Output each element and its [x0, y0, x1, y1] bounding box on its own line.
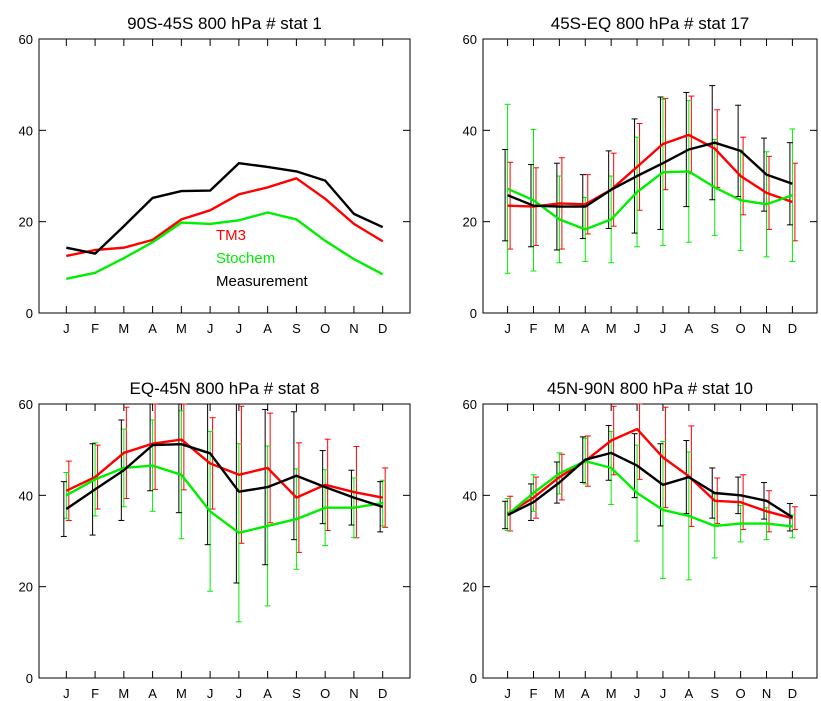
- x-tick-label: O: [320, 321, 330, 336]
- x-tick-label: D: [378, 686, 387, 701]
- y-tick-label: 40: [19, 123, 33, 138]
- series-line-stochem: [506, 459, 793, 528]
- x-tick-label: M: [176, 686, 187, 701]
- x-tick-label: M: [118, 686, 129, 701]
- y-tick-label: 0: [470, 306, 477, 321]
- x-tick-label: S: [710, 321, 719, 336]
- y-tick-label: 0: [26, 306, 33, 321]
- x-tick-label: S: [292, 321, 301, 336]
- series-line-stochem: [507, 170, 793, 231]
- y-tick-label: 60: [19, 397, 33, 412]
- chart-title: 45N-90N 800 hPa # stat 10: [547, 379, 753, 398]
- x-tick-label: O: [320, 686, 330, 701]
- series-line-measurement: [65, 443, 384, 510]
- x-tick-label: M: [554, 321, 565, 336]
- chart-panel-3: EQ-45N 800 hPa # stat 8 0 20 40 60 J F M A M J J A S O…: [19, 379, 411, 701]
- plot-frame: [38, 403, 411, 679]
- series-line-measurement: [66, 161, 384, 255]
- y-tick-label: 20: [19, 215, 33, 230]
- x-tick-label: J: [634, 686, 641, 701]
- series-line-tm3: [66, 177, 384, 258]
- y-tick-label: 40: [463, 488, 477, 503]
- x-tick-label: M: [176, 321, 187, 336]
- series-line-tm3: [506, 427, 793, 520]
- x-tick-label: N: [762, 686, 771, 701]
- plot-frame: [38, 38, 411, 314]
- x-tick-label: N: [762, 321, 771, 336]
- x-tick-label: A: [148, 686, 157, 701]
- x-tick-label: M: [606, 321, 617, 336]
- series-line-stochem: [65, 464, 383, 534]
- x-tick-label: A: [263, 321, 272, 336]
- chart-title: 90S-45S 800 hPa # stat 1: [127, 14, 322, 33]
- chart-title: EQ-45N 800 hPa # stat 8: [130, 379, 320, 398]
- y-tick-label: 20: [19, 580, 33, 595]
- x-tick-label: S: [710, 686, 719, 701]
- chart-panel-1: 90S-45S 800 hPa # stat 1 0 20 40 60 J F M A M J J A S…: [19, 14, 411, 336]
- y-tick-label: 20: [463, 580, 477, 595]
- legend-entry: Stochem: [216, 250, 275, 267]
- x-tick-label: O: [736, 686, 746, 701]
- x-tick-label: A: [685, 321, 694, 336]
- x-tick-label: A: [685, 686, 694, 701]
- y-tick-label: 60: [463, 397, 477, 412]
- series-line-measurement: [507, 141, 793, 208]
- x-tick-label: D: [378, 321, 387, 336]
- y-tick-label: 20: [463, 215, 477, 230]
- x-tick-label: N: [349, 321, 358, 336]
- y-tick-label: 0: [26, 671, 33, 686]
- legend-entry: Measurement: [216, 273, 309, 290]
- x-tick-label: A: [148, 321, 157, 336]
- chart-panel-4: 45N-90N 800 hPa # stat 10 0 20 40 60 J F M A M J J A…: [463, 379, 818, 701]
- x-tick-label: F: [530, 321, 538, 336]
- plot-frame: [482, 403, 818, 679]
- x-tick-label: J: [660, 321, 667, 336]
- x-tick-label: S: [292, 686, 301, 701]
- x-tick-label: J: [660, 686, 667, 701]
- y-tick-label: 60: [19, 32, 33, 47]
- x-tick-label: F: [91, 686, 99, 701]
- x-tick-label: A: [581, 321, 590, 336]
- plot-frame: [482, 38, 818, 314]
- x-tick-label: F: [91, 321, 99, 336]
- x-tick-label: J: [63, 686, 70, 701]
- x-tick-label: N: [349, 686, 358, 701]
- x-tick-label: J: [63, 321, 70, 336]
- chart-panel-2: 45S-EQ 800 hPa # stat 17 0 20 40 60 J F M A M J J A S…: [463, 14, 818, 336]
- x-tick-label: A: [263, 686, 272, 701]
- x-tick-label: M: [554, 686, 565, 701]
- x-tick-label: D: [788, 686, 797, 701]
- x-tick-label: A: [581, 686, 590, 701]
- series-line-measurement: [507, 451, 794, 519]
- x-tick-label: M: [118, 321, 129, 336]
- x-tick-label: J: [504, 321, 511, 336]
- legend-entry: TM3: [216, 227, 246, 244]
- x-tick-label: J: [207, 321, 214, 336]
- x-tick-label: J: [207, 686, 214, 701]
- x-tick-label: J: [504, 686, 511, 701]
- x-tick-label: F: [530, 686, 538, 701]
- x-tick-label: M: [606, 686, 617, 701]
- series-line-tm3: [65, 438, 383, 499]
- chart-title: 45S-EQ 800 hPa # stat 17: [551, 14, 749, 33]
- x-tick-label: J: [236, 321, 243, 336]
- series-line-stochem: [66, 211, 384, 280]
- x-tick-label: O: [736, 321, 746, 336]
- y-tick-label: 0: [470, 671, 477, 686]
- y-tick-label: 60: [463, 32, 477, 47]
- x-tick-label: J: [634, 321, 641, 336]
- x-tick-label: J: [236, 686, 243, 701]
- series-line-tm3: [507, 133, 793, 208]
- y-tick-label: 40: [19, 488, 33, 503]
- x-tick-label: D: [788, 321, 797, 336]
- y-tick-label: 40: [463, 123, 477, 138]
